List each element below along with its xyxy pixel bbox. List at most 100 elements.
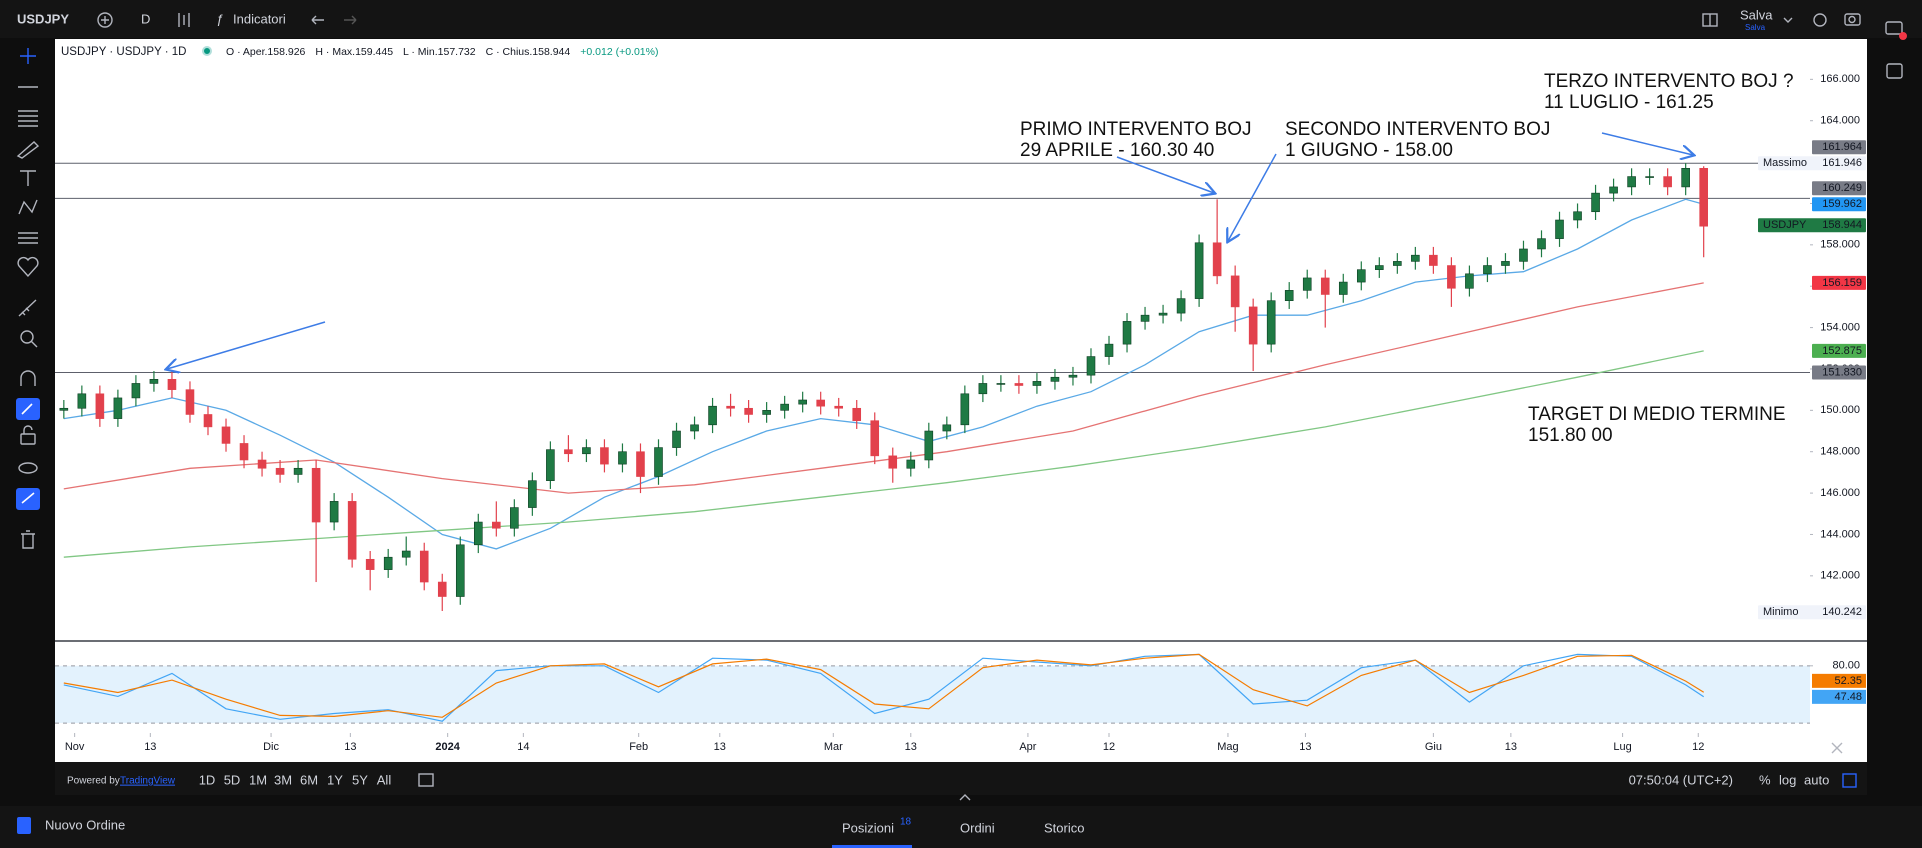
fib-tool[interactable] [18,110,38,127]
hide-tool[interactable] [18,462,38,474]
prediction-tool[interactable] [18,232,38,244]
range-button[interactable]: 1M [249,772,267,787]
mail-icon[interactable] [1885,21,1903,35]
candle-body [275,467,285,475]
save-status: Salva [1745,23,1766,32]
favorites-tool[interactable] [17,256,39,278]
log-toggle[interactable]: log [1779,772,1796,787]
y-tick-label: 154.000 [1820,321,1860,333]
zoom-handle [30,340,38,348]
candle-body [1465,273,1474,289]
magnet-tool[interactable] [20,370,36,386]
candle-body [906,459,916,469]
candle-body [672,430,681,448]
candle-body [1411,254,1420,262]
pattern-tool[interactable] [18,199,38,215]
panel-icon[interactable] [1886,63,1903,79]
candle-body [1320,277,1330,295]
save-menu-icon[interactable] [1783,17,1793,23]
clock: 07:50:04 (UTC+2) [1629,772,1733,787]
arrow [1116,156,1214,193]
y-tick-label: 164.000 [1820,115,1860,127]
range-button[interactable]: 1Y [327,772,343,787]
candle-body [1699,167,1708,227]
indicators-button[interactable]: Indicatori [233,11,286,26]
candle-body [582,447,591,455]
candle-body [185,389,195,415]
lock-tool[interactable] [20,433,36,445]
candle-body [798,399,807,405]
y-tick-label: 150.000 [1820,404,1860,416]
candle-body [167,379,177,390]
goto-date-icon[interactable] [418,773,434,787]
candle-body [996,383,1006,385]
trash-tool[interactable] [21,530,35,549]
footer-tab[interactable]: Storico [1044,820,1084,835]
x-tick-label: 13 [144,741,156,753]
ruler-tool[interactable] [18,299,37,317]
range-button[interactable]: All [377,772,392,787]
x-tick-label: Mar [824,741,843,753]
candle-body [1501,261,1510,266]
candle-body [708,405,717,426]
arrow [167,321,326,369]
add-symbol-icon[interactable] [97,12,113,28]
price-label [1812,343,1866,358]
active-tab-indicator [832,845,912,848]
candle-body [600,447,609,465]
symbol-button[interactable]: USDJPY [17,11,69,26]
range-button[interactable]: 5D [224,772,241,787]
new-order-button[interactable]: Nuovo Ordine [45,817,125,832]
undo-icon[interactable] [311,15,324,25]
percent-toggle[interactable]: % [1759,772,1771,787]
price-label [1758,605,1866,620]
range-button[interactable]: 3M [274,772,292,787]
price-label [1812,140,1866,155]
redo-icon[interactable] [344,15,357,25]
footer-tab[interactable]: Ordini [960,820,995,835]
expand-panel-icon[interactable] [959,794,971,801]
save-button[interactable]: Salva [1740,7,1773,22]
left-toolbar [16,48,40,549]
candle-body [1663,176,1672,188]
candle-body [1573,211,1582,221]
chart-legend-title: USDJPY · USDJPY · 1D [61,46,186,58]
price-label-value: 159.962 [1822,198,1862,210]
price-label [1758,156,1866,171]
candle-body [834,405,844,409]
text-tool[interactable] [20,170,36,186]
settings-icon[interactable] [1813,13,1827,27]
candle-body [1356,269,1366,283]
interval-button[interactable]: D [141,11,150,26]
candle-body [1266,300,1276,345]
zoom-tool[interactable] [20,330,34,344]
range-button[interactable]: 6M [300,772,318,787]
candle-body [77,393,87,409]
brand-link[interactable]: TradingView [120,776,176,787]
x-tick-label: 13 [714,741,726,753]
axis-settings-icon[interactable] [1831,742,1843,754]
range-button[interactable]: 5Y [352,772,368,787]
fx-icon: ƒ [216,11,223,26]
candle-body [888,455,898,469]
price-label-value: 160.249 [1822,182,1862,194]
chart-type-icon[interactable] [178,13,190,27]
brush-tool[interactable] [16,141,40,159]
candle-body [1537,238,1546,250]
x-tick-label: 13 [344,741,356,753]
market-status [202,46,212,56]
fullscreen-icon[interactable] [1842,773,1857,788]
crosshair-tool[interactable] [20,48,36,64]
candle-body [1429,254,1438,266]
new-order-icon[interactable] [17,817,31,834]
snapshot-icon[interactable] [1844,13,1861,26]
candle-body [1176,298,1186,314]
price-label [1758,218,1866,233]
annotation: 11 LUGLIO - 161.25 [1544,92,1714,113]
footer-tab[interactable]: Posizioni [842,820,894,835]
candle-body [221,426,231,444]
x-tick-label: Giu [1425,741,1442,753]
range-button[interactable]: 1D [199,772,216,787]
x-tick-label: Dic [263,741,279,753]
auto-toggle[interactable]: auto [1804,772,1829,787]
